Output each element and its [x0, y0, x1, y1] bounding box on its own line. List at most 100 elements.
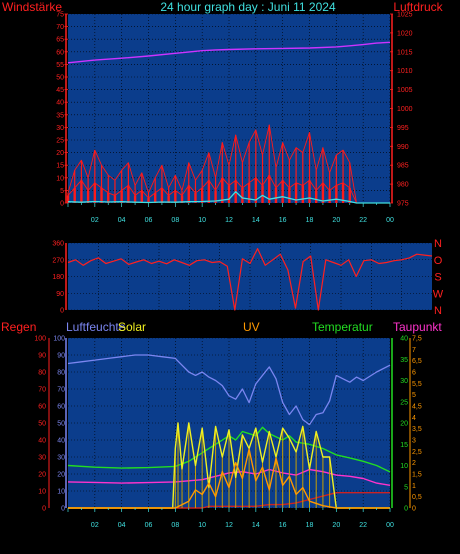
climate-x-tick-label: 22 [359, 522, 367, 529]
climate-x-tick-label: 10 [198, 522, 206, 529]
pressure-tick-label: 995 [397, 125, 409, 132]
pressure-tick-label: 1015 [397, 49, 413, 56]
rain-tick-label: 70 [38, 387, 46, 394]
temperature-tick-label: 15 [400, 442, 408, 449]
wind-tick-label: 40 [56, 100, 64, 107]
dewpoint-tick-label: 5,5 [412, 381, 422, 388]
rain-tick-label: 40 [38, 438, 46, 445]
wind_avg-line [67, 191, 390, 204]
wind-x-tick-label: 02 [91, 217, 99, 224]
direction-line [67, 248, 433, 311]
wind-x-tick-label: 10 [198, 217, 206, 224]
solar-axis-title: Solar [118, 320, 146, 334]
wind-tick-label: 75 [56, 12, 64, 19]
wind-x-tick-label: 14 [252, 217, 260, 224]
wind-series [66, 41, 391, 204]
direction-tick-label: 360 [52, 241, 64, 248]
wind-tick-label: 70 [56, 24, 64, 31]
wind-tick-label: 20 [56, 150, 64, 157]
dewpoint-tick-label: 7,5 [412, 336, 422, 343]
dewpoint-tick-label: 2,5 [412, 449, 422, 456]
climate-series [67, 354, 391, 509]
rain-tick-label: 30 [38, 455, 46, 462]
temperature-tick-label: 0 [404, 506, 408, 513]
climate-x-tick-label: 06 [145, 522, 153, 529]
dewpoint-tick-label: 6 [412, 370, 416, 377]
rain-tick-label: 100 [34, 336, 46, 343]
wind-x-tick-label: 04 [118, 217, 126, 224]
wind-x-tick-label: 08 [171, 217, 179, 224]
climate-x-tick-label: 16 [279, 522, 287, 529]
pressure-tick-label: 1000 [397, 106, 413, 113]
direction-tick-label: 0 [60, 308, 64, 315]
wind-x-tick-label: 06 [145, 217, 153, 224]
compass-label: W [433, 288, 444, 300]
climate-x-tick-label: 02 [91, 522, 99, 529]
temperature-tick-label: 40 [400, 336, 408, 343]
dewpoint-tick-label: 1 [412, 483, 416, 490]
wind-x-tick-label: 12 [225, 217, 233, 224]
wind-tick-label: 25 [56, 138, 64, 145]
dewpoint-axis-title: Taupunkt [393, 320, 442, 334]
wind-tick-label: 0 [60, 201, 64, 208]
dewpoint-tick-label: 0 [412, 506, 416, 513]
humidity-tick-label: 20 [57, 472, 65, 479]
uv-line [68, 448, 390, 509]
wind-x-tick-label: 22 [359, 217, 367, 224]
humidity-tick-label: 50 [57, 421, 65, 428]
humidity-tick-label: 0 [61, 506, 65, 513]
pressure-tick-label: 985 [397, 163, 409, 170]
wind-x-tick-label: 00 [386, 217, 394, 224]
pressure-line [67, 41, 391, 64]
wind-tick-label: 50 [56, 75, 64, 82]
climate-x-tick-label: 18 [306, 522, 314, 529]
wind-tick-label: 15 [56, 163, 64, 170]
wind-axis-title: Windstärke [2, 0, 62, 14]
climate-x-tick-label: 12 [225, 522, 233, 529]
dewpoint-tick-label: 7 [412, 347, 416, 354]
direction-series [67, 248, 433, 311]
humidity-tick-label: 40 [57, 438, 65, 445]
wind-tick-label: 45 [56, 87, 64, 94]
rain-tick-label: 0 [42, 506, 46, 513]
dewpoint-tick-label: 2 [412, 460, 416, 467]
humidity-tick-label: 70 [57, 387, 65, 394]
direction-tick-label: 270 [52, 257, 64, 264]
humidity-line [67, 354, 391, 426]
uv-axis-title: UV [243, 320, 260, 334]
direction-tick-label: 180 [52, 274, 64, 281]
rain-tick-label: 10 [38, 489, 46, 496]
dewpoint-tick-label: 4,5 [412, 404, 422, 411]
dewpoint-tick-label: 1,5 [412, 472, 422, 479]
dewpoint-tick-label: 5 [412, 392, 416, 399]
rain-tick-label: 20 [38, 472, 46, 479]
rain-tick-label: 50 [38, 421, 46, 428]
temperature-tick-label: 5 [404, 484, 408, 491]
pressure-tick-label: 980 [397, 182, 409, 189]
chart-title: 24 hour graph day : Juni 11 2024 [160, 0, 336, 14]
temperature-axis-title: Temperatur [312, 320, 373, 334]
climate-x-tick-label: 20 [332, 522, 340, 529]
wind-tick-label: 5 [60, 188, 64, 195]
compass-label: N [434, 305, 442, 317]
climate-x-tick-label: 14 [252, 522, 260, 529]
climate-x-tick-label: 04 [118, 522, 126, 529]
compass-label: O [434, 255, 443, 267]
pressure-tick-label: 990 [397, 144, 409, 151]
gust-line [67, 124, 390, 204]
compass-label: N [434, 238, 442, 250]
compass-label: S [434, 272, 441, 284]
temperature-tick-label: 10 [400, 463, 408, 470]
wind-tick-label: 10 [56, 175, 64, 182]
rain-tick-label: 60 [38, 404, 46, 411]
pressure-tick-label: 1020 [397, 30, 413, 37]
solar-line [68, 422, 390, 509]
pressure-axis-title: Luftdruck [393, 0, 443, 14]
climate-x-tick-label: 00 [386, 522, 394, 529]
wind-x-tick-label: 16 [279, 217, 287, 224]
